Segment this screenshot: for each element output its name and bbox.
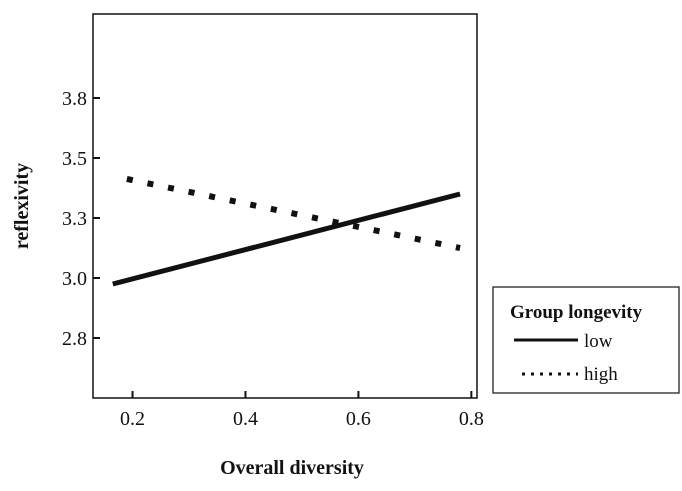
plot-area xyxy=(92,13,478,399)
series-line-low xyxy=(112,191,461,287)
y-tick-label: 3.0 xyxy=(62,268,87,290)
y-tick-label: 2.8 xyxy=(62,328,87,350)
x-tick-label: 0.8 xyxy=(459,408,484,430)
legend-title: Group longevity xyxy=(510,302,643,323)
x-axis-title: Overall diversity xyxy=(220,457,364,479)
series-line-high xyxy=(126,176,461,251)
y-axis: 2.8 3.0 3.3 3.5 3.8 xyxy=(62,88,100,350)
x-axis: 0.2 0.4 0.6 0.8 xyxy=(120,391,484,430)
y-tick-label: 3.3 xyxy=(62,208,87,230)
legend: Group longevity low high xyxy=(492,286,680,394)
plot-frame xyxy=(92,13,478,399)
legend-label-low: low xyxy=(584,331,613,352)
x-tick-label: 0.4 xyxy=(233,408,258,430)
y-tick-label: 3.8 xyxy=(62,88,87,110)
series-layer xyxy=(112,176,461,287)
y-tick-label: 3.5 xyxy=(62,148,87,170)
x-tick-label: 0.6 xyxy=(346,408,371,430)
legend-label-high: high xyxy=(584,364,618,385)
x-tick-label: 0.2 xyxy=(120,408,145,430)
y-axis-title: reflexivity xyxy=(11,163,33,249)
